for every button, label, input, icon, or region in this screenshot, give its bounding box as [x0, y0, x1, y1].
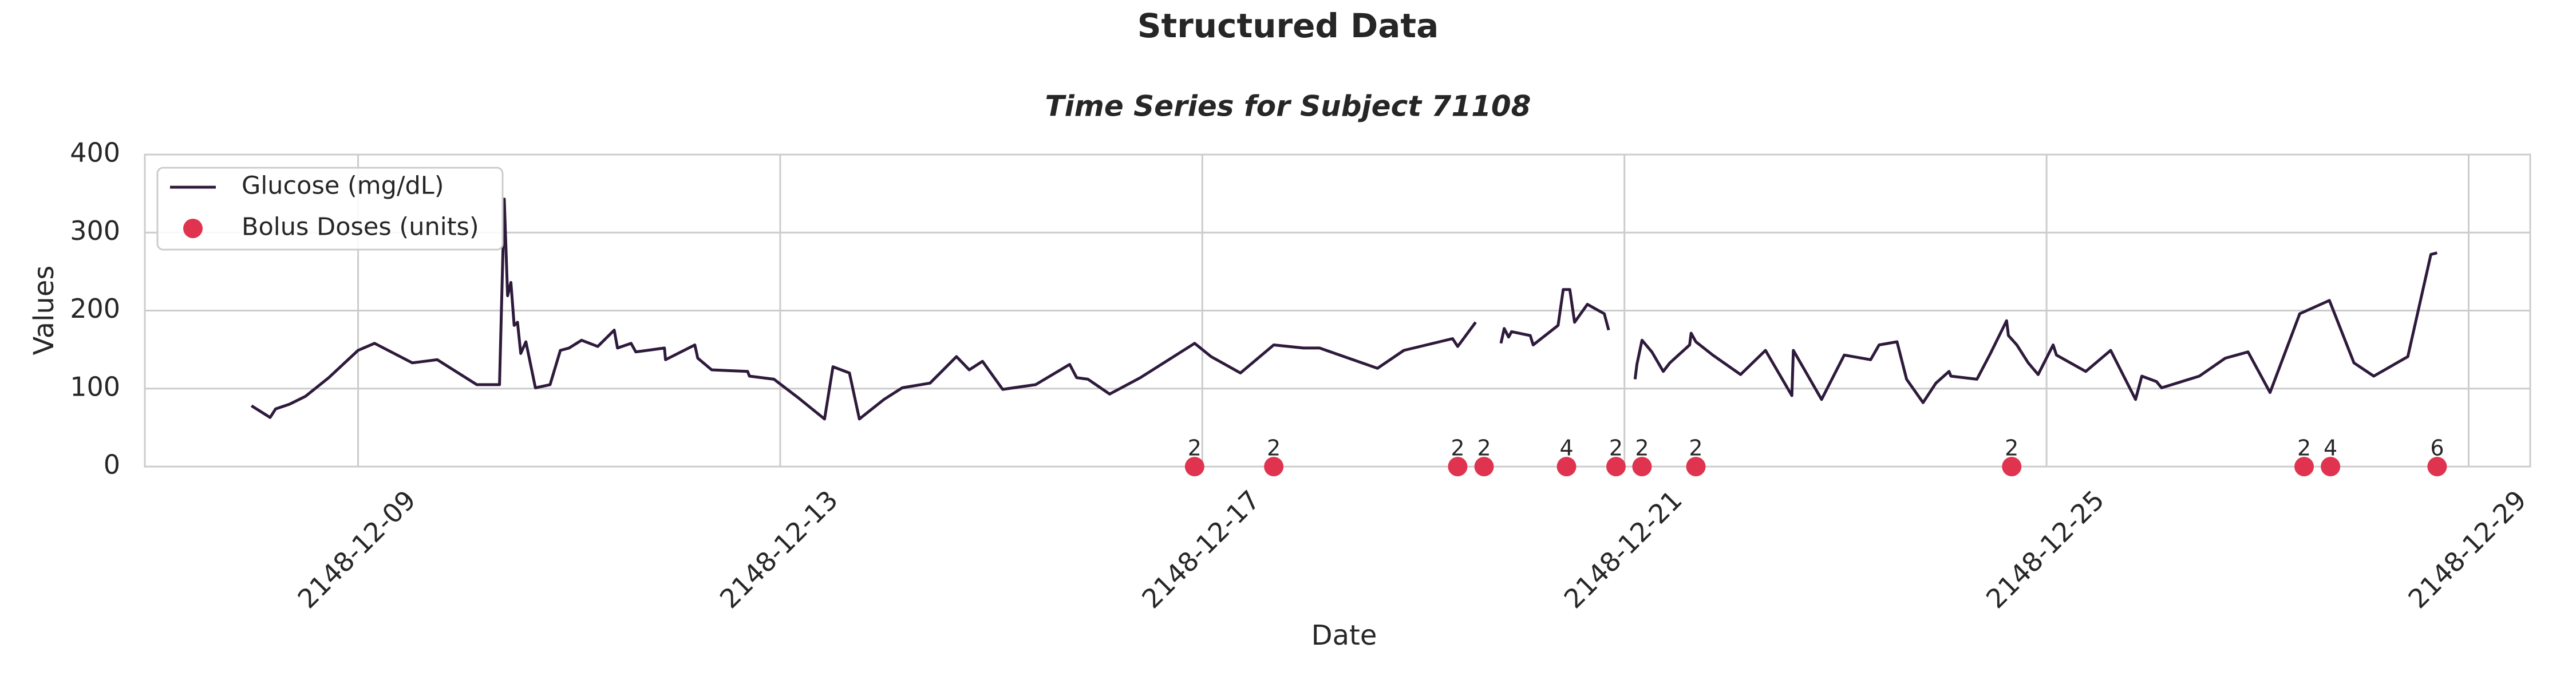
bolus-label: 2 — [1635, 436, 1649, 461]
y-tick-label: 300 — [70, 215, 120, 246]
bolus-label: 4 — [2324, 436, 2337, 461]
legend: Glucose (mg/dL) Bolus Doses (units) — [156, 167, 504, 251]
bolus-label: 2 — [1609, 436, 1623, 461]
bolus-marker — [2321, 457, 2341, 476]
bolus-label: 2 — [1689, 436, 1702, 461]
bolus-marker — [1556, 457, 1577, 476]
chart-subtitle: Time Series for Subject 71108 — [1045, 90, 1531, 123]
legend-box — [156, 167, 504, 251]
legend-label: Glucose (mg/dL) — [242, 172, 444, 200]
x-axis-label: Date — [1311, 619, 1377, 652]
bolus-marker — [1474, 457, 1494, 476]
plot-frame — [144, 153, 2531, 468]
bolus-label: 2 — [2297, 436, 2311, 461]
y-tick-label: 100 — [70, 371, 120, 402]
y-tick-label: 400 — [70, 137, 120, 168]
bolus-marker — [1448, 457, 1468, 476]
bolus-label: 2 — [1451, 436, 1464, 461]
bolus-label: 6 — [2430, 436, 2444, 461]
bolus-label: 2 — [1477, 436, 1491, 461]
y-tick-label: 0 — [104, 449, 120, 480]
legend-swatch — [183, 219, 203, 238]
bolus-label: 2 — [1267, 436, 1281, 461]
bolus-marker — [1606, 457, 1626, 476]
bolus-marker — [1686, 457, 1706, 476]
bolus-marker — [1632, 457, 1652, 476]
bolus-marker — [2002, 457, 2022, 476]
bolus-marker — [2427, 457, 2447, 476]
chart-title: Structured Data — [1137, 6, 1439, 45]
bolus-label: 4 — [1559, 436, 1573, 461]
bolus-marker — [2294, 457, 2314, 476]
bolus-label: 2 — [2005, 436, 2018, 461]
bolus-marker — [1184, 457, 1204, 476]
legend-label: Bolus Doses (units) — [242, 213, 479, 242]
y-axis-label: Values — [28, 266, 60, 356]
glucose-line — [250, 198, 2438, 421]
y-tick-label: 200 — [70, 293, 120, 324]
bolus-marker — [1264, 457, 1284, 476]
bolus-label: 2 — [1188, 436, 1202, 461]
